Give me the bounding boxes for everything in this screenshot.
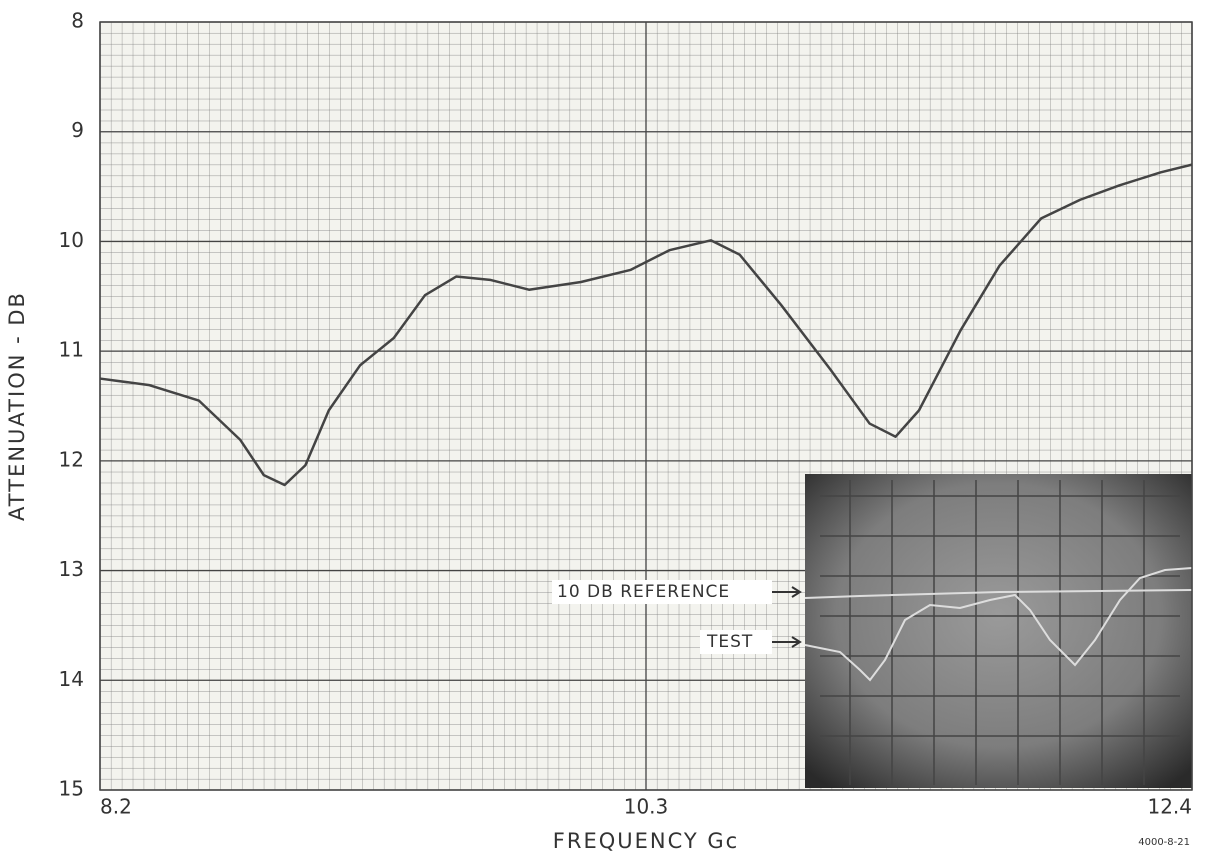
y-tick-label: 14 [59, 667, 84, 691]
y-tick-label: 12 [59, 447, 84, 471]
annotation: TEST [706, 632, 753, 652]
annotation: 10 DB REFERENCE [557, 582, 730, 602]
x-tick-label: 8.2 [100, 795, 132, 819]
y-tick-label: 13 [59, 557, 84, 581]
x-tick-label: 12.4 [1147, 795, 1192, 819]
y-tick-label: 9 [71, 118, 84, 142]
y-tick-label: 11 [59, 338, 84, 362]
y-axis-title: ATTENUATION - DB [5, 291, 29, 521]
x-tick-label: 10.3 [624, 795, 669, 819]
y-tick-label: 10 [59, 228, 84, 252]
chart: 10 DB REFERENCE TEST FREQUENCY Gc ATTENU… [0, 0, 1217, 855]
page: {"chart_data": {"type": "line", "x_label… [0, 0, 1217, 855]
x-axis-title: FREQUENCY Gc [553, 829, 739, 853]
footnote: 4000-8-21 [1138, 837, 1190, 848]
y-tick-label: 15 [59, 777, 84, 801]
y-tick-label: 8 [71, 9, 84, 33]
scope-screen [805, 474, 1192, 788]
